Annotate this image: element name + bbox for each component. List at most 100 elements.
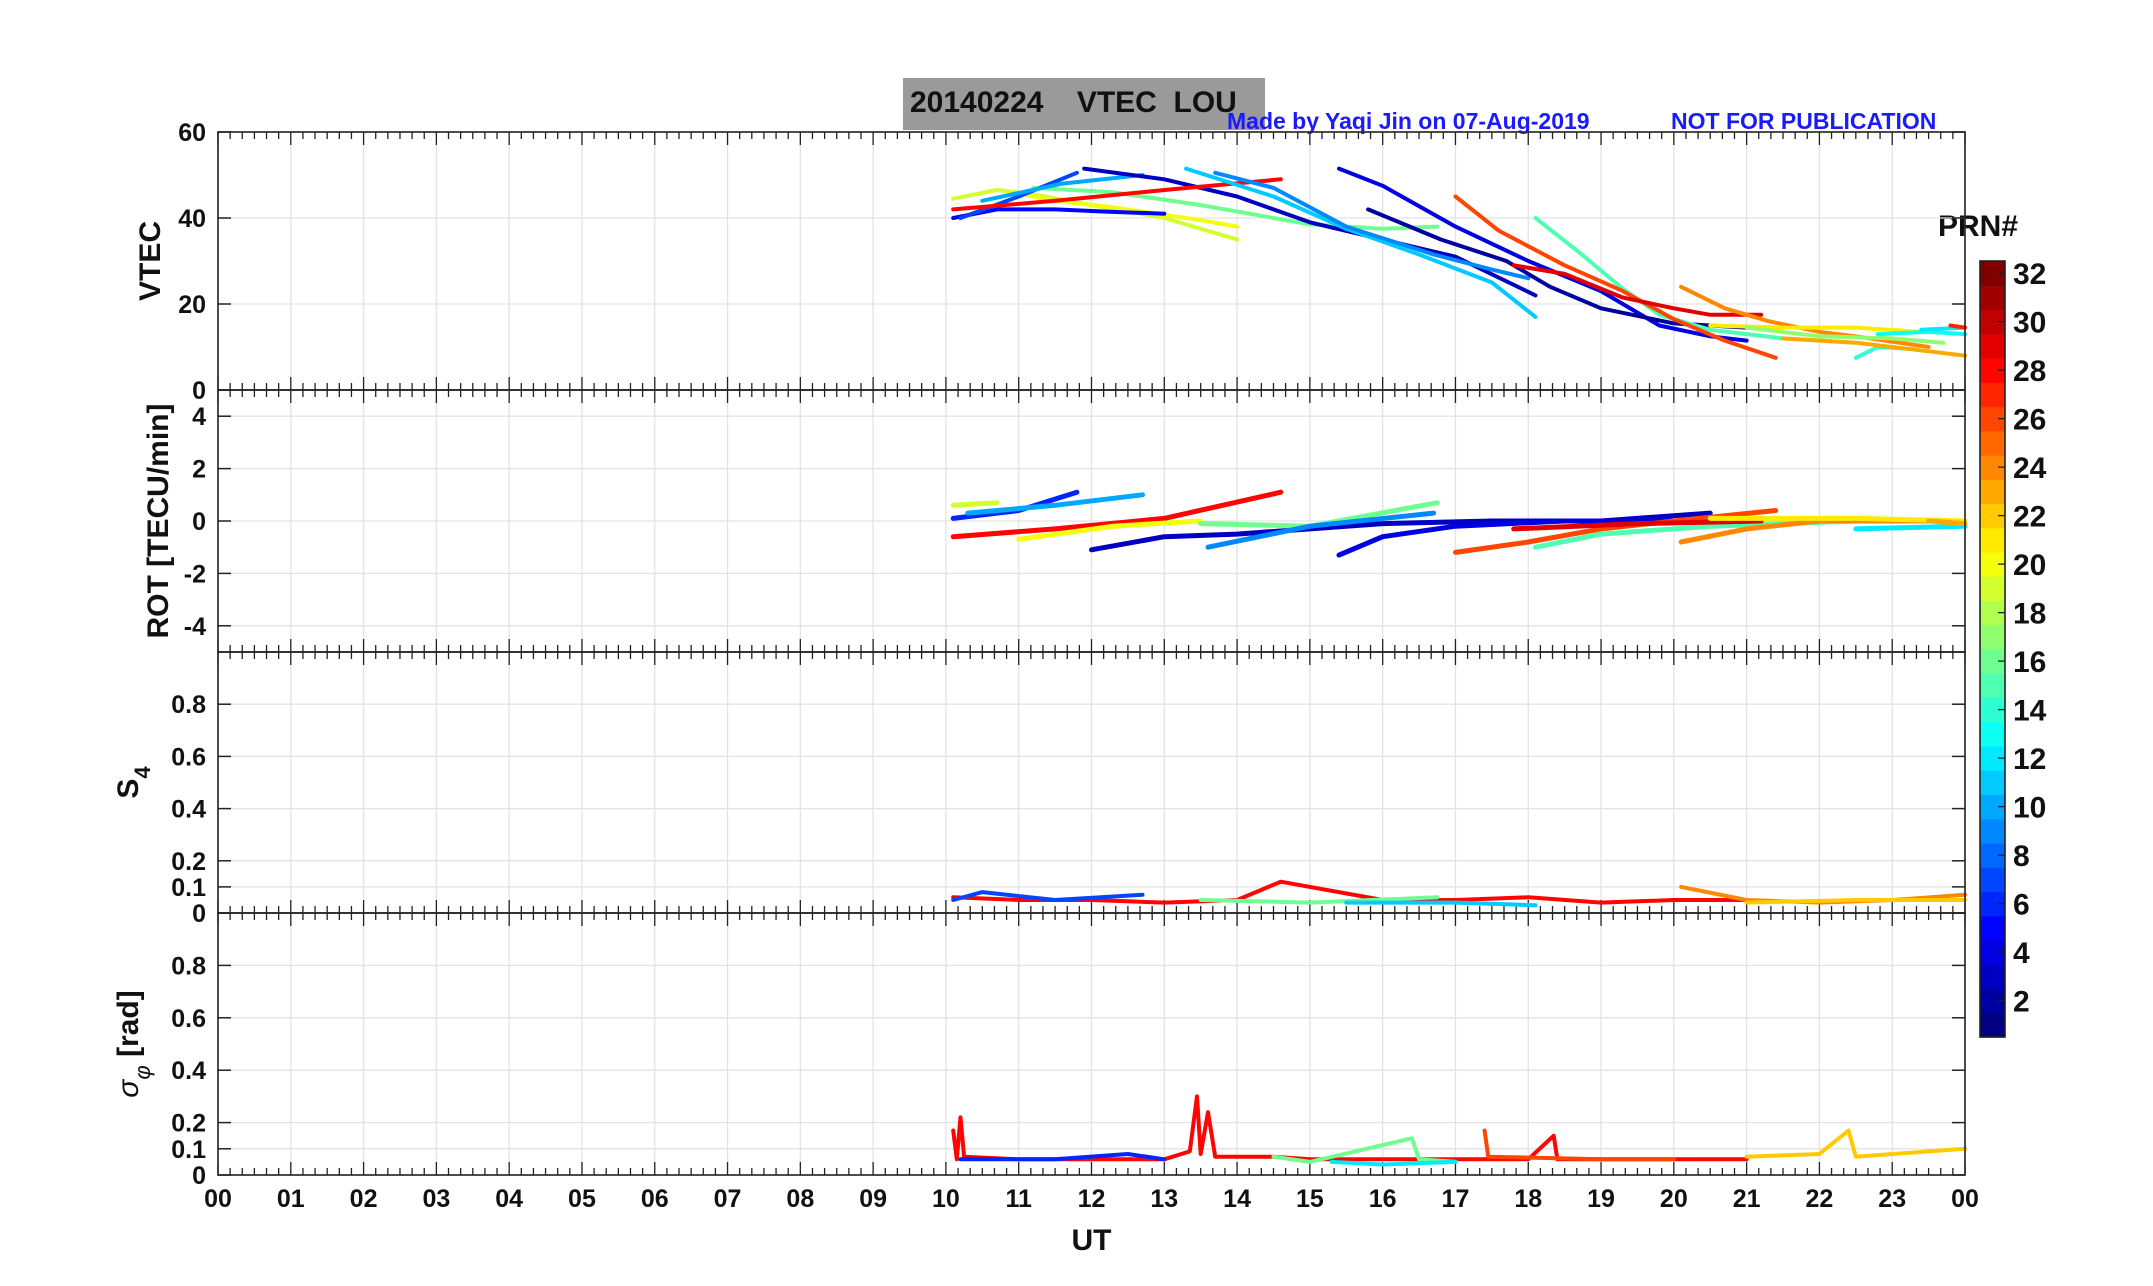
colorbar-tick-label: 12 xyxy=(2013,743,2046,776)
vtec-series-prn-26 xyxy=(1453,194,1778,360)
vtec-series-prn-29 xyxy=(1511,263,1764,317)
y-tick-label: 0.1 xyxy=(171,874,206,902)
rot-series-prn-20 xyxy=(1016,518,1204,542)
colorbar-tick-label: 6 xyxy=(2013,889,2030,922)
credit-text: Made by Yaqi Jin on 07-Aug-2019 xyxy=(1227,108,1590,134)
colorbar-tick-label: 20 xyxy=(2013,549,2046,582)
y-tick-label: 0.8 xyxy=(171,691,206,719)
y-tick-label: 4 xyxy=(192,403,206,431)
x-tick-label: 07 xyxy=(714,1185,742,1213)
x-tick-label: 16 xyxy=(1369,1185,1397,1213)
vtec-series-prn-16 xyxy=(1031,185,1440,231)
s4-series-prn-11 xyxy=(1344,900,1538,908)
x-tick-label: 03 xyxy=(422,1185,450,1213)
title-date: 20140224 xyxy=(910,86,1044,119)
colorbar-segment xyxy=(1980,285,2005,311)
rot-panel: -4 -2 0 2 4 ROT [TECU/min] xyxy=(142,389,1968,653)
sigma-ylabel: σφ [rad] xyxy=(112,990,155,1097)
x-tick-label: 21 xyxy=(1733,1185,1761,1213)
sigma-panel: 00.10.2 0.4 0.6 0.8 σφ [rad] xyxy=(112,912,1967,1190)
y-tick-label: 0.4 xyxy=(171,1057,206,1085)
vtec-series-prn-10 xyxy=(980,173,1145,203)
rot-series-prn-9 xyxy=(1205,510,1437,550)
y-tick-label: 0 xyxy=(192,377,206,405)
x-tick-label: 19 xyxy=(1587,1185,1615,1213)
y-tick-label: 0.6 xyxy=(171,743,206,771)
y-tick-label: 0.8 xyxy=(171,952,206,980)
sigma-series-prn-28 xyxy=(951,1094,1749,1162)
colorbar-tick-label: 14 xyxy=(2013,695,2047,728)
colorbar-segment xyxy=(1980,527,2005,553)
colorbar-segment xyxy=(1980,673,2005,699)
x-tick-label: 11 xyxy=(1005,1185,1032,1213)
x-tick-label: 17 xyxy=(1442,1185,1470,1213)
y-tick-label: 20 xyxy=(178,291,206,319)
colorbar-tick-label: 16 xyxy=(2013,646,2046,679)
rot-series-prn-28 xyxy=(950,489,1284,540)
y-tick-label: 0 xyxy=(192,1162,206,1190)
notice-text: NOT FOR PUBLICATION xyxy=(1671,108,1937,134)
x-tick-label: 00 xyxy=(204,1185,232,1213)
x-tick-label: 06 xyxy=(641,1185,669,1213)
x-tick-label: 02 xyxy=(350,1185,378,1213)
colorbar-segment xyxy=(1980,964,2005,990)
vtec-series-prn-11 xyxy=(1184,166,1538,319)
y-tick-label: 0.4 xyxy=(171,796,206,824)
y-tick-label: 0 xyxy=(192,508,206,536)
x-tick-label: 14 xyxy=(1223,1185,1251,1213)
colorbar-segment xyxy=(1980,770,2005,796)
y-tick-label: 40 xyxy=(178,205,206,233)
rot-series-prn-4 xyxy=(1336,518,1677,558)
x-tick-label: 09 xyxy=(859,1185,887,1213)
colorbar-tick-label: 24 xyxy=(2013,452,2047,485)
colorbar-tick-label: 2 xyxy=(2013,986,2030,1019)
x-tick-label: 05 xyxy=(568,1185,596,1213)
vtec-series-prn-23 xyxy=(1781,336,1967,358)
colorbar-segment xyxy=(1980,576,2005,602)
colorbar-segment xyxy=(1980,915,2005,941)
colorbar-segment xyxy=(1980,382,2005,408)
vtec-ylabel: VTEC xyxy=(134,221,167,301)
x-tick-label: 08 xyxy=(786,1185,814,1213)
vtec-series-prn-20 xyxy=(1009,190,1240,229)
x-tick-label: 10 xyxy=(932,1185,960,1213)
colorbar-segment xyxy=(1980,1012,2005,1038)
y-tick-label: -4 xyxy=(184,613,206,641)
vtec-panel: 0 20 40 60 VTEC xyxy=(134,119,1967,405)
title-quantity: VTEC xyxy=(1076,86,1157,119)
colorbar-segment xyxy=(1980,333,2005,359)
y-tick-label: 0 xyxy=(192,900,206,928)
colorbar-segment xyxy=(1980,430,2005,456)
colorbar-tick-label: 22 xyxy=(2013,501,2046,534)
title-box xyxy=(903,78,1265,130)
colorbar-tick-label: 32 xyxy=(2013,258,2046,291)
colorbar-segment xyxy=(1980,867,2005,893)
y-tick-label: 0.2 xyxy=(171,1110,206,1138)
sigma-axes-frame xyxy=(217,912,1966,1176)
x-tick-label: 15 xyxy=(1296,1185,1324,1213)
colorbar-segment xyxy=(1980,818,2005,844)
rot-series-prn-12 xyxy=(1853,523,1968,532)
y-tick-label: 2 xyxy=(192,456,206,484)
sigma-series-prn-16 xyxy=(1271,1136,1458,1164)
y-tick-label: 0.2 xyxy=(171,848,206,876)
chart-title: 20140224 VTEC LOU xyxy=(910,86,1237,120)
sigma-series-prn-26 xyxy=(1482,1128,1676,1162)
x-tick-label: 12 xyxy=(1078,1185,1106,1213)
colorbar-tick-label: 4 xyxy=(2013,937,2030,970)
vtec-series-prn-27 xyxy=(1948,323,1967,330)
s4-series-prn-16 xyxy=(1198,895,1440,905)
x-tick-label: 00 xyxy=(1951,1185,1979,1213)
colorbar-tick-label: 10 xyxy=(2013,792,2046,825)
vtec-series-prn-28 xyxy=(951,177,1283,212)
x-tick-label: 18 xyxy=(1514,1185,1542,1213)
s4-series-prn-7 xyxy=(951,890,1145,902)
colorbar-frame xyxy=(1979,260,2006,1038)
colorbar-label: PRN# xyxy=(1938,210,2019,243)
sigma-series-prn-12 xyxy=(1329,1159,1458,1167)
vtec-series-prn-3 xyxy=(1082,166,1538,298)
x-tick-label: 01 xyxy=(277,1185,305,1213)
s4-series-prn-22 xyxy=(1744,898,1967,905)
y-tick-label: 0.1 xyxy=(171,1136,206,1164)
